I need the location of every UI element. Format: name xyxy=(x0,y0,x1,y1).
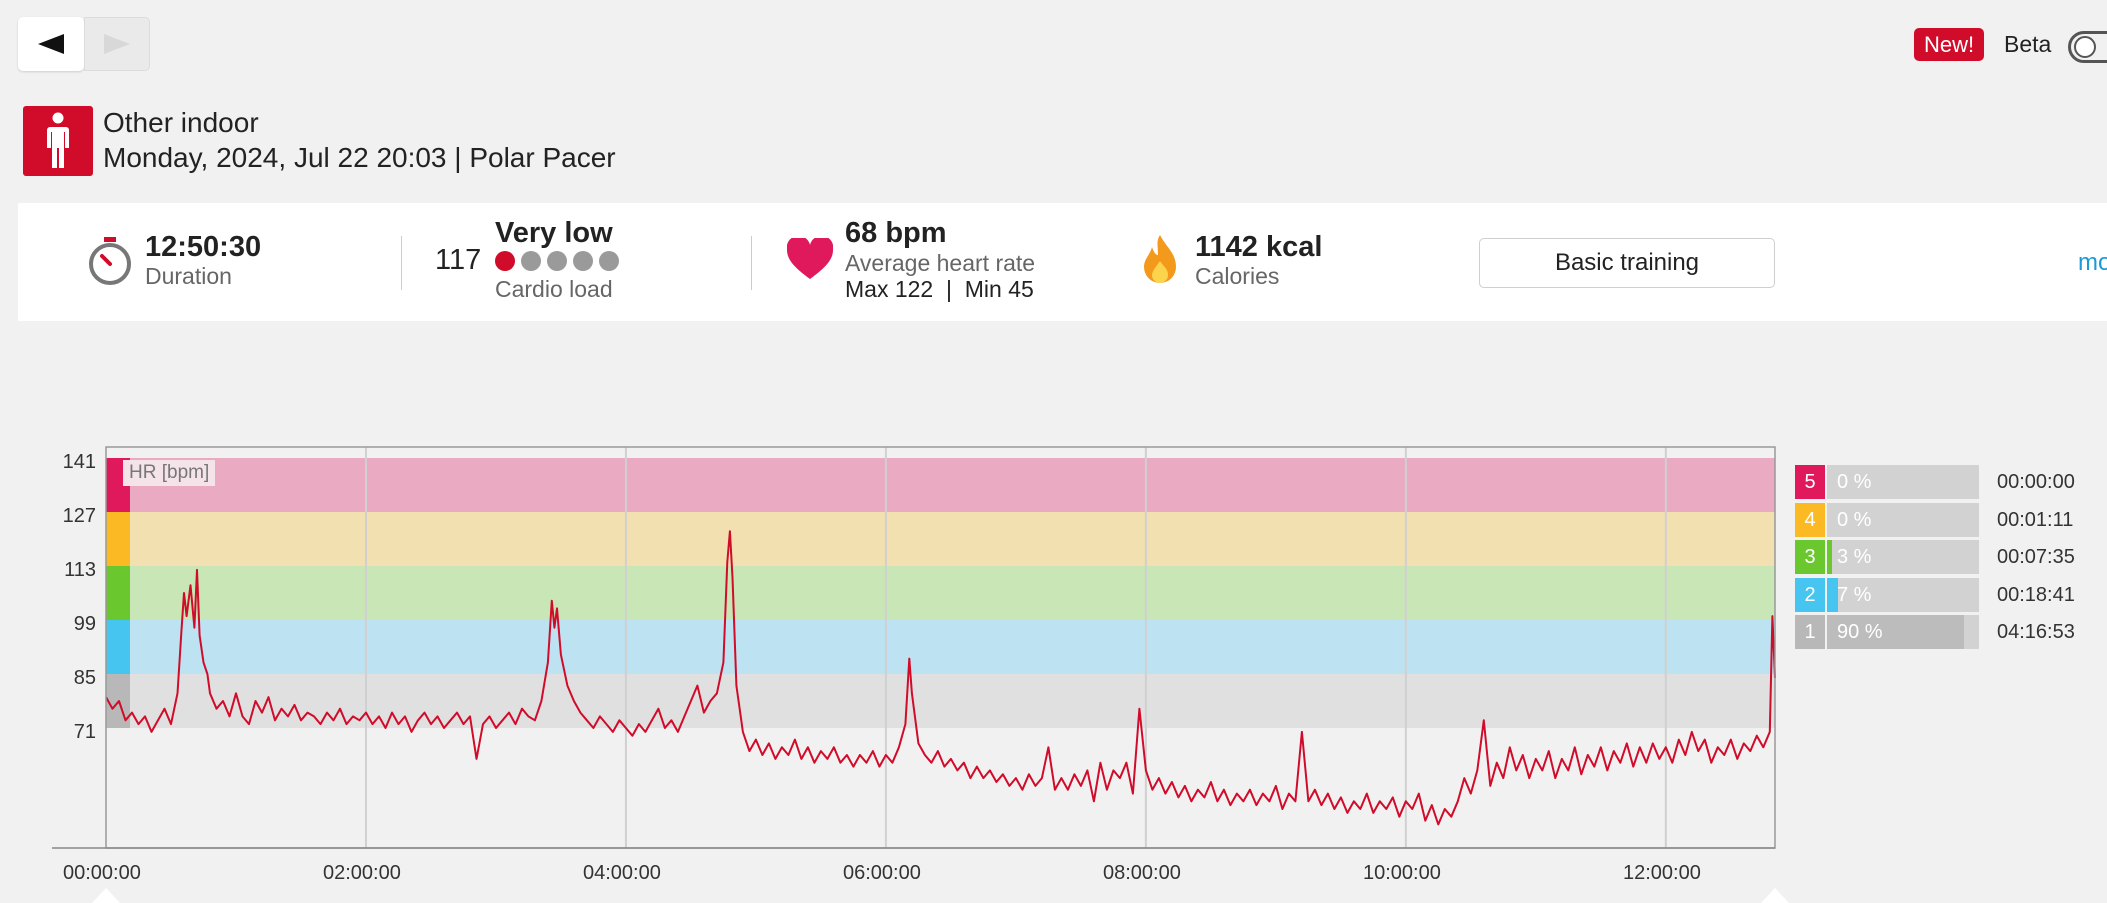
zone-row-3: 3 3 % xyxy=(1795,540,1979,574)
cardio-dot xyxy=(547,251,567,271)
duration-label: Duration xyxy=(145,263,232,289)
zone-color-strip xyxy=(106,458,130,728)
zone-time: 00:00:00 xyxy=(1997,471,2075,493)
x-tick-label: 04:00:00 xyxy=(583,862,661,884)
zone-bar: 0 % xyxy=(1827,465,1979,499)
x-tick-label: 12:00:00 xyxy=(1623,862,1701,884)
summary-divider xyxy=(751,236,752,290)
beta-toggle[interactable] xyxy=(2068,31,2107,63)
heart-icon xyxy=(787,238,833,279)
heart-rate-max-min: Max 122 | Min 45 xyxy=(845,276,1034,302)
zone-band-3 xyxy=(106,566,1775,620)
zone-bands xyxy=(106,458,1775,728)
hr-line xyxy=(105,530,1776,826)
person-standing-icon xyxy=(47,112,69,168)
zone-number: 1 xyxy=(1795,615,1825,649)
toggle-knob xyxy=(2074,36,2096,58)
beta-label: Beta xyxy=(2004,31,2052,57)
zone-fill xyxy=(1827,615,1964,649)
calories-value: 1142 kcal xyxy=(1195,231,1323,263)
cardio-dot xyxy=(599,251,619,271)
sport-icon-box xyxy=(23,106,93,176)
day-navigation xyxy=(18,17,154,71)
calories-label: Calories xyxy=(1195,263,1280,289)
y-tick-label: 99 xyxy=(73,613,96,635)
zone-row-2: 2 7 % xyxy=(1795,578,1979,612)
summary-divider xyxy=(401,236,402,290)
x-tick-label: 06:00:00 xyxy=(843,862,921,884)
stopwatch-icon xyxy=(89,237,131,285)
triangle-right-icon xyxy=(104,34,130,54)
x-tick-label: 00:00:00 xyxy=(63,862,141,884)
zone-percent: 0 % xyxy=(1837,471,1872,493)
zone-band-1 xyxy=(106,674,1775,728)
y-tick-label: 141 xyxy=(62,451,96,473)
session-subtitle: Monday, 2024, Jul 22 20:03 | Polar Pacer xyxy=(103,142,616,173)
zone-row-4: 4 0 % xyxy=(1795,503,1979,537)
x-tick-label: 08:00:00 xyxy=(1103,862,1181,884)
next-button[interactable] xyxy=(84,17,150,71)
zone-fill xyxy=(1827,540,1832,574)
zone-time: 00:01:11 xyxy=(1997,509,2074,531)
cardio-dot xyxy=(495,251,515,271)
chart-gridlines xyxy=(364,447,1667,848)
zone-band-4 xyxy=(106,512,1775,566)
avg-heart-rate-value: 68 bpm xyxy=(845,217,947,249)
zone-bar: 7 % xyxy=(1827,578,1979,612)
y-tick-label: 127 xyxy=(62,505,96,527)
hr-series xyxy=(105,530,1776,826)
cardio-dot xyxy=(521,251,541,271)
zone-strip-2 xyxy=(106,620,130,674)
zone-percent: 7 % xyxy=(1837,584,1872,606)
zone-row-5: 5 0 % xyxy=(1795,465,1979,499)
cardio-load-label: Cardio load xyxy=(495,276,613,302)
cardio-load-level: Very low xyxy=(495,217,613,249)
zone-bar: 3 % xyxy=(1827,540,1979,574)
zone-time: 00:07:35 xyxy=(1997,546,2075,568)
zone-number: 4 xyxy=(1795,503,1825,537)
cardio-dot xyxy=(573,251,593,271)
flame-icon xyxy=(1144,235,1176,283)
zone-bar: 90 % xyxy=(1827,615,1979,649)
sport-name: Other indoor xyxy=(103,107,259,138)
zone-percent: 0 % xyxy=(1837,509,1872,531)
zone-strip-4 xyxy=(106,512,130,566)
y-tick-label: 113 xyxy=(64,559,96,581)
triangle-left-icon xyxy=(38,34,64,54)
more-link[interactable]: more xyxy=(2078,249,2107,276)
zone-percent: 90 % xyxy=(1837,621,1883,643)
cardio-load-value: 117 xyxy=(435,244,482,276)
zone-number: 5 xyxy=(1795,465,1825,499)
zone-time: 00:18:41 xyxy=(1997,584,2075,606)
zone-number: 2 xyxy=(1795,578,1825,612)
zone-fill xyxy=(1827,578,1838,612)
zone-strip-3 xyxy=(106,566,130,620)
training-benefit-button[interactable]: Basic training xyxy=(1479,238,1775,288)
range-handle-end[interactable] xyxy=(1761,888,1789,903)
zone-row-1: 1 90 % xyxy=(1795,615,1979,649)
x-tick-label: 02:00:00 xyxy=(323,862,401,884)
zone-band-5 xyxy=(106,458,1775,512)
zone-percent: 3 % xyxy=(1837,546,1872,568)
y-tick-label: 71 xyxy=(73,721,96,743)
duration-value: 12:50:30 xyxy=(145,231,262,263)
zone-bar: 0 % xyxy=(1827,503,1979,537)
previous-button[interactable] xyxy=(18,17,84,71)
x-tick-label: 10:00:00 xyxy=(1363,862,1441,884)
range-handle-start[interactable] xyxy=(92,888,120,903)
y-tick-label: 85 xyxy=(73,667,96,689)
zone-number: 3 xyxy=(1795,540,1825,574)
cardio-load-dots xyxy=(495,251,625,276)
zone-time: 04:16:53 xyxy=(1997,621,2075,643)
zone-band-2 xyxy=(106,620,1775,674)
new-badge: New! xyxy=(1914,28,1985,61)
avg-heart-rate-label: Average heart rate xyxy=(845,250,1036,276)
hr-axis-label-box: HR [bpm] xyxy=(123,460,216,486)
hr-axis-label: HR [bpm] xyxy=(129,462,210,483)
